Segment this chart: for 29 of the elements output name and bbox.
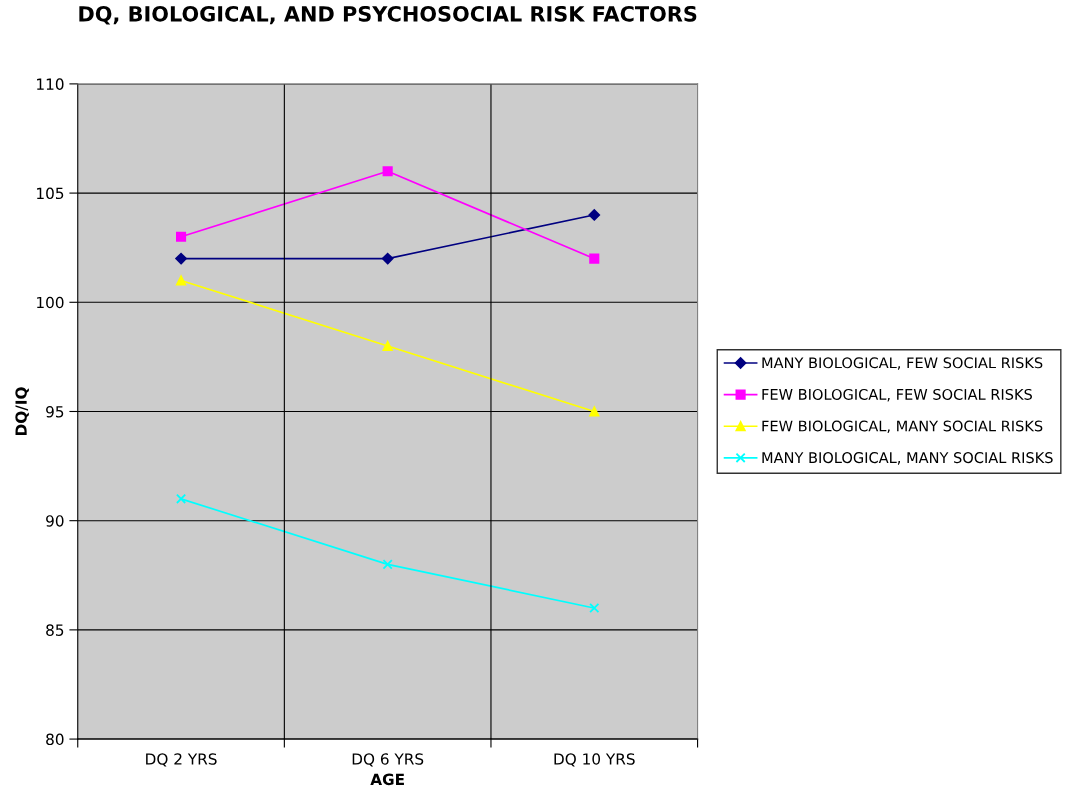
x-tick-label: DQ 6 YRS: [352, 753, 424, 767]
point: [382, 166, 393, 177]
point: [588, 209, 601, 221]
y-tick-label: 90: [46, 515, 64, 527]
y-tick-label: 85: [46, 624, 64, 636]
y-tick-label: 100: [37, 296, 64, 309]
point: [589, 406, 600, 417]
x-tick-label: DQ 2 YRS: [146, 753, 217, 767]
point: [175, 231, 187, 242]
y-tick-label: 80: [46, 733, 64, 746]
point: [382, 559, 393, 570]
legend-label: FEW BIOLOGICAL, MANY SOCIAL RISKS: [762, 420, 1043, 434]
legend-label: FEW BIOLOGICAL, FEW SOCIAL RISKS: [762, 388, 1032, 402]
point: [382, 340, 393, 352]
point: [589, 253, 600, 264]
point: [175, 493, 187, 504]
y-tick-label: 110: [37, 78, 64, 90]
x-axis-title: AGE: [370, 773, 404, 786]
x-tick-label: DQ 10 YRS: [554, 753, 635, 767]
point: [175, 252, 187, 265]
point: [589, 602, 600, 614]
y-tick-label: 95: [46, 405, 64, 418]
point: [175, 275, 187, 286]
y-axis-title: DQ/IQ: [15, 387, 29, 436]
legend-label: MANY BIOLOGICAL, MANY SOCIAL RISKS: [762, 452, 1053, 465]
point: [381, 252, 394, 265]
y-tick-label: 105: [37, 187, 64, 200]
chart-title: DQ, BIOLOGICAL, AND PSYCHOSOCIAL RISK FACTORS: [79, 5, 697, 25]
legend-label: MANY BIOLOGICAL, FEW SOCIAL RISKS: [762, 357, 1043, 370]
